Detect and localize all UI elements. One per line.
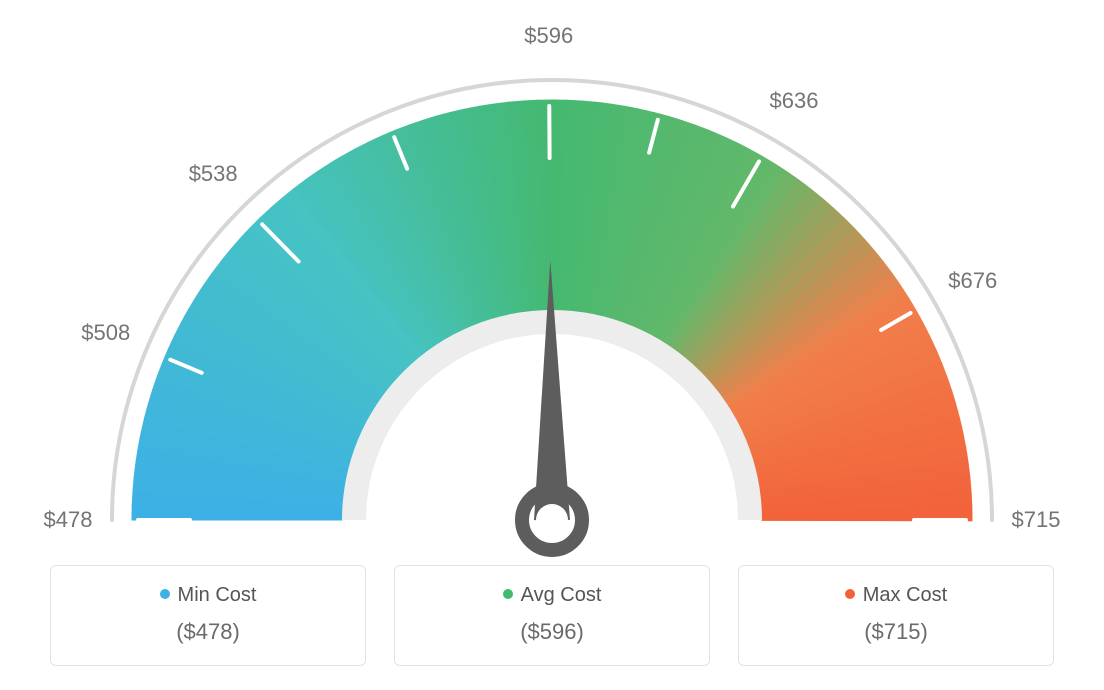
cost-gauge: $478 $508 $538 $596 $636 $676 $715 [0, 0, 1104, 560]
legend-label-avg: Avg Cost [521, 584, 602, 606]
legend-title-max: Max Cost [749, 584, 1043, 607]
legend-dot-avg [503, 589, 513, 599]
gauge-tick-label: $478 [44, 507, 93, 533]
gauge-tick-label: $508 [81, 320, 130, 346]
legend-value-max: ($715) [749, 619, 1043, 645]
legend-value-min: ($478) [61, 619, 355, 645]
legend-card-avg: Avg Cost ($596) [394, 565, 710, 666]
legend-value-avg: ($596) [405, 619, 699, 645]
legend-row: Min Cost ($478) Avg Cost ($596) Max Cost… [50, 565, 1054, 666]
gauge-tick-label: $596 [524, 23, 573, 49]
gauge-tick-label: $538 [189, 161, 238, 187]
legend-card-max: Max Cost ($715) [738, 565, 1054, 666]
gauge-tick-label: $676 [948, 268, 997, 294]
gauge-tick-label: $715 [1012, 507, 1061, 533]
legend-dot-max [845, 589, 855, 599]
legend-title-avg: Avg Cost [405, 584, 699, 607]
legend-title-min: Min Cost [61, 584, 355, 607]
legend-card-min: Min Cost ($478) [50, 565, 366, 666]
legend-label-max: Max Cost [863, 584, 947, 606]
legend-dot-min [160, 589, 170, 599]
gauge-tick-label: $636 [770, 88, 819, 114]
legend-label-min: Min Cost [178, 584, 257, 606]
